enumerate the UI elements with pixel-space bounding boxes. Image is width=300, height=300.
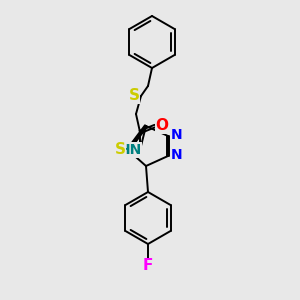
Text: O: O — [155, 118, 169, 134]
Text: S: S — [115, 142, 125, 158]
Text: N: N — [171, 128, 183, 142]
Text: F: F — [143, 259, 153, 274]
Text: N: N — [171, 148, 183, 162]
Text: S: S — [128, 88, 140, 104]
Text: HN: HN — [118, 143, 142, 157]
